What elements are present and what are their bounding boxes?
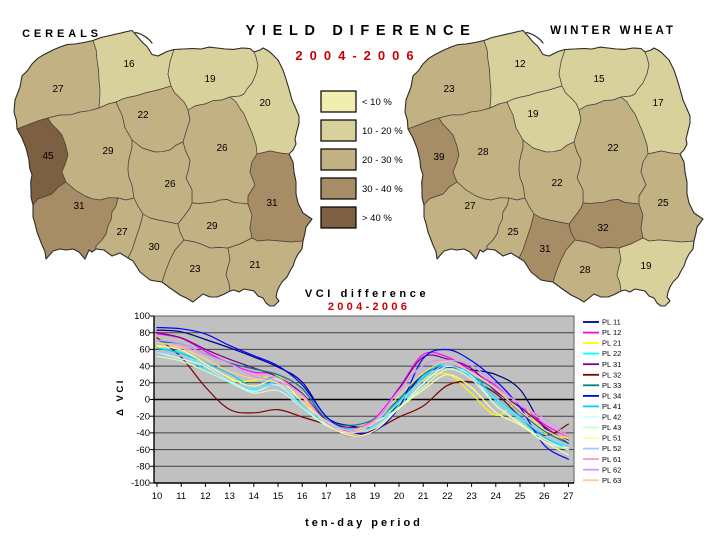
svg-text:32: 32 xyxy=(597,223,609,234)
svg-text:19: 19 xyxy=(527,109,539,120)
svg-text:VCI difference: VCI difference xyxy=(305,288,429,300)
svg-text:16: 16 xyxy=(123,59,135,70)
svg-text:12: 12 xyxy=(514,59,526,70)
svg-text:25: 25 xyxy=(515,491,526,502)
svg-text:22: 22 xyxy=(551,178,563,189)
svg-text:21: 21 xyxy=(249,260,261,271)
svg-text:15: 15 xyxy=(593,74,605,85)
svg-text:28: 28 xyxy=(477,147,489,158)
svg-text:31: 31 xyxy=(539,244,551,255)
svg-text:PL 22: PL 22 xyxy=(602,349,621,358)
svg-text:18: 18 xyxy=(345,491,356,502)
svg-text:-40: -40 xyxy=(136,428,150,439)
svg-text:26: 26 xyxy=(164,179,176,190)
svg-text:PL 11: PL 11 xyxy=(602,318,621,327)
svg-text:29: 29 xyxy=(206,221,218,232)
svg-text:27: 27 xyxy=(563,491,574,502)
svg-text:20: 20 xyxy=(139,378,150,389)
svg-text:39: 39 xyxy=(433,152,445,163)
svg-text:30: 30 xyxy=(148,242,160,253)
svg-text:PL 12: PL 12 xyxy=(602,328,621,337)
svg-text:-100: -100 xyxy=(131,478,150,489)
svg-text:12: 12 xyxy=(200,491,211,502)
svg-text:PL 52: PL 52 xyxy=(602,444,621,453)
svg-text:22: 22 xyxy=(442,491,453,502)
svg-text:2004-2006: 2004-2006 xyxy=(328,301,410,313)
svg-text:PL 33: PL 33 xyxy=(602,381,621,390)
svg-text:PL 63: PL 63 xyxy=(602,476,621,485)
svg-text:27: 27 xyxy=(116,227,128,238)
svg-text:YIELD DIFERENCE: YIELD DIFERENCE xyxy=(245,23,476,39)
svg-text:27: 27 xyxy=(464,201,476,212)
svg-text:PL 62: PL 62 xyxy=(602,465,621,474)
svg-text:60: 60 xyxy=(139,345,150,356)
svg-text:10: 10 xyxy=(152,491,163,502)
svg-text:25: 25 xyxy=(507,227,519,238)
svg-text:100: 100 xyxy=(134,311,150,322)
svg-text:2004-2006: 2004-2006 xyxy=(295,48,420,63)
svg-text:22: 22 xyxy=(607,143,619,154)
svg-text:10 - 20 %: 10 - 20 % xyxy=(362,126,403,137)
svg-text:19: 19 xyxy=(204,74,216,85)
svg-text:19: 19 xyxy=(640,261,652,272)
svg-text:21: 21 xyxy=(418,491,429,502)
svg-text:26: 26 xyxy=(539,491,550,502)
svg-text:26: 26 xyxy=(216,143,228,154)
svg-text:23: 23 xyxy=(466,491,477,502)
svg-text:PL 61: PL 61 xyxy=(602,455,621,464)
svg-text:19: 19 xyxy=(370,491,381,502)
svg-text:> 40 %: > 40 % xyxy=(362,213,392,224)
svg-text:< 10 %: < 10 % xyxy=(362,97,392,108)
svg-text:PL 43: PL 43 xyxy=(602,423,621,432)
svg-text:45: 45 xyxy=(42,151,54,162)
svg-text:17: 17 xyxy=(652,98,664,109)
svg-text:PL 34: PL 34 xyxy=(602,392,621,401)
svg-text:PL 32: PL 32 xyxy=(602,370,621,379)
svg-text:20: 20 xyxy=(394,491,405,502)
svg-text:27: 27 xyxy=(52,84,64,95)
svg-text:23: 23 xyxy=(443,84,455,95)
svg-text:ten-day period: ten-day period xyxy=(305,517,423,529)
svg-text:24: 24 xyxy=(491,491,502,502)
svg-text:15: 15 xyxy=(273,491,284,502)
svg-text:17: 17 xyxy=(321,491,332,502)
svg-text:80: 80 xyxy=(139,328,150,339)
svg-text:22: 22 xyxy=(137,110,149,121)
svg-text:Δ VCI: Δ VCI xyxy=(115,378,126,416)
svg-text:40: 40 xyxy=(139,361,150,372)
svg-text:30 - 40 %: 30 - 40 % xyxy=(362,184,403,195)
svg-text:PL 42: PL 42 xyxy=(602,413,621,422)
svg-text:13: 13 xyxy=(224,491,235,502)
svg-text:20: 20 xyxy=(259,98,271,109)
svg-text:16: 16 xyxy=(297,491,308,502)
svg-text:0: 0 xyxy=(145,395,150,406)
svg-text:-60: -60 xyxy=(136,445,150,456)
svg-text:PL 31: PL 31 xyxy=(602,360,621,369)
svg-text:23: 23 xyxy=(189,264,201,275)
svg-text:CEREALS: CEREALS xyxy=(22,28,102,40)
svg-text:11: 11 xyxy=(176,491,186,502)
svg-text:31: 31 xyxy=(266,198,278,209)
svg-text:31: 31 xyxy=(73,201,85,212)
svg-text:WINTER WHEAT: WINTER WHEAT xyxy=(550,25,676,37)
svg-text:14: 14 xyxy=(249,491,260,502)
svg-text:25: 25 xyxy=(657,198,669,209)
svg-text:PL 41: PL 41 xyxy=(602,402,621,411)
svg-text:PL 21: PL 21 xyxy=(602,339,621,348)
svg-text:-20: -20 xyxy=(136,411,150,422)
svg-text:28: 28 xyxy=(579,265,591,276)
svg-text:-80: -80 xyxy=(136,462,150,473)
svg-text:PL 51: PL 51 xyxy=(602,434,621,443)
svg-text:20 - 30 %: 20 - 30 % xyxy=(362,155,403,166)
svg-text:29: 29 xyxy=(102,146,114,157)
